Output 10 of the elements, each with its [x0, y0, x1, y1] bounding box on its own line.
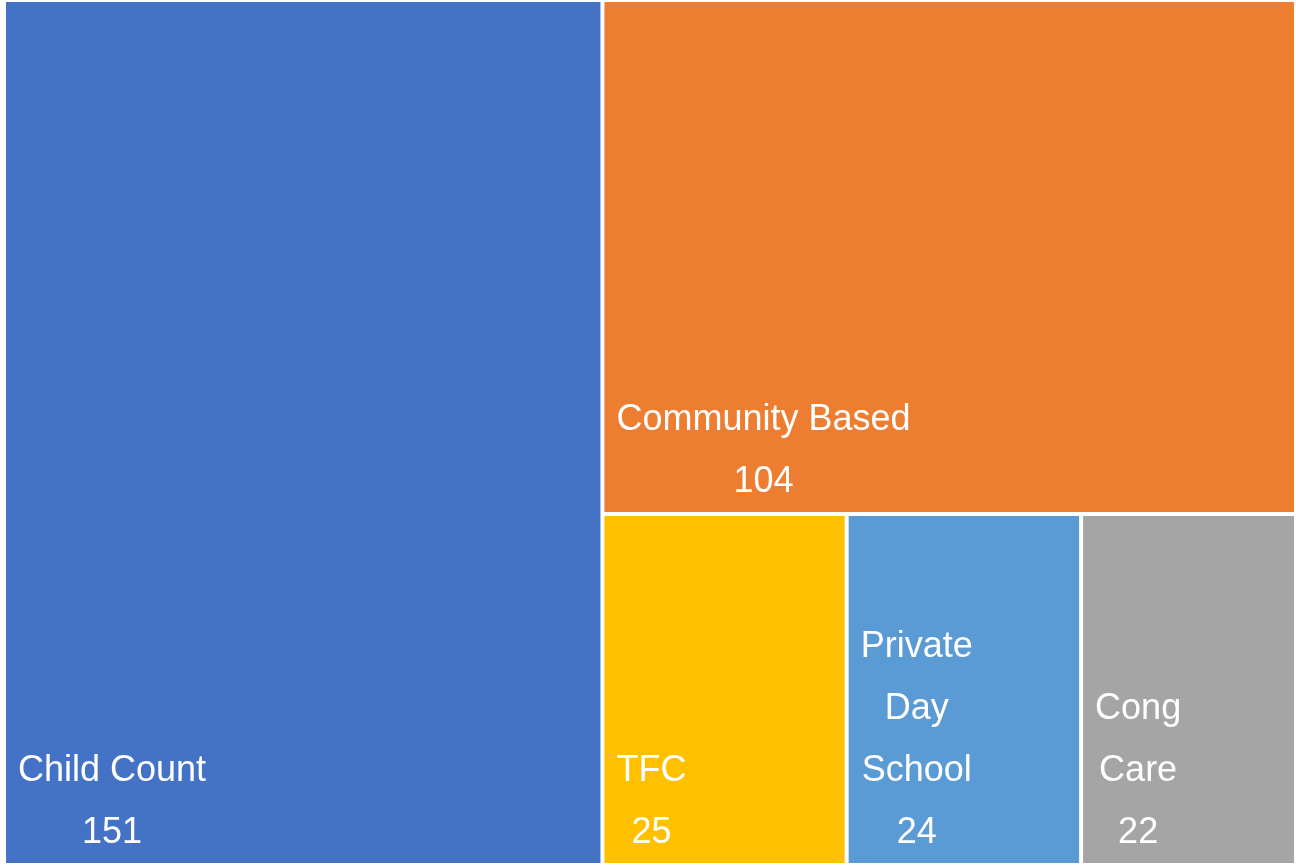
category-label: TFC [616, 748, 687, 789]
data-label: 151 [82, 810, 143, 851]
category-label: Child Count [18, 748, 207, 789]
data-label: 104 [733, 459, 794, 501]
data-label: 22 [1118, 810, 1159, 851]
category-label: Community Based [616, 397, 911, 439]
category-label: Private Day School [860, 624, 973, 789]
data-label: 24 [896, 810, 937, 851]
data-label: 25 [631, 810, 672, 851]
category-label: Cong Care [1095, 686, 1182, 789]
